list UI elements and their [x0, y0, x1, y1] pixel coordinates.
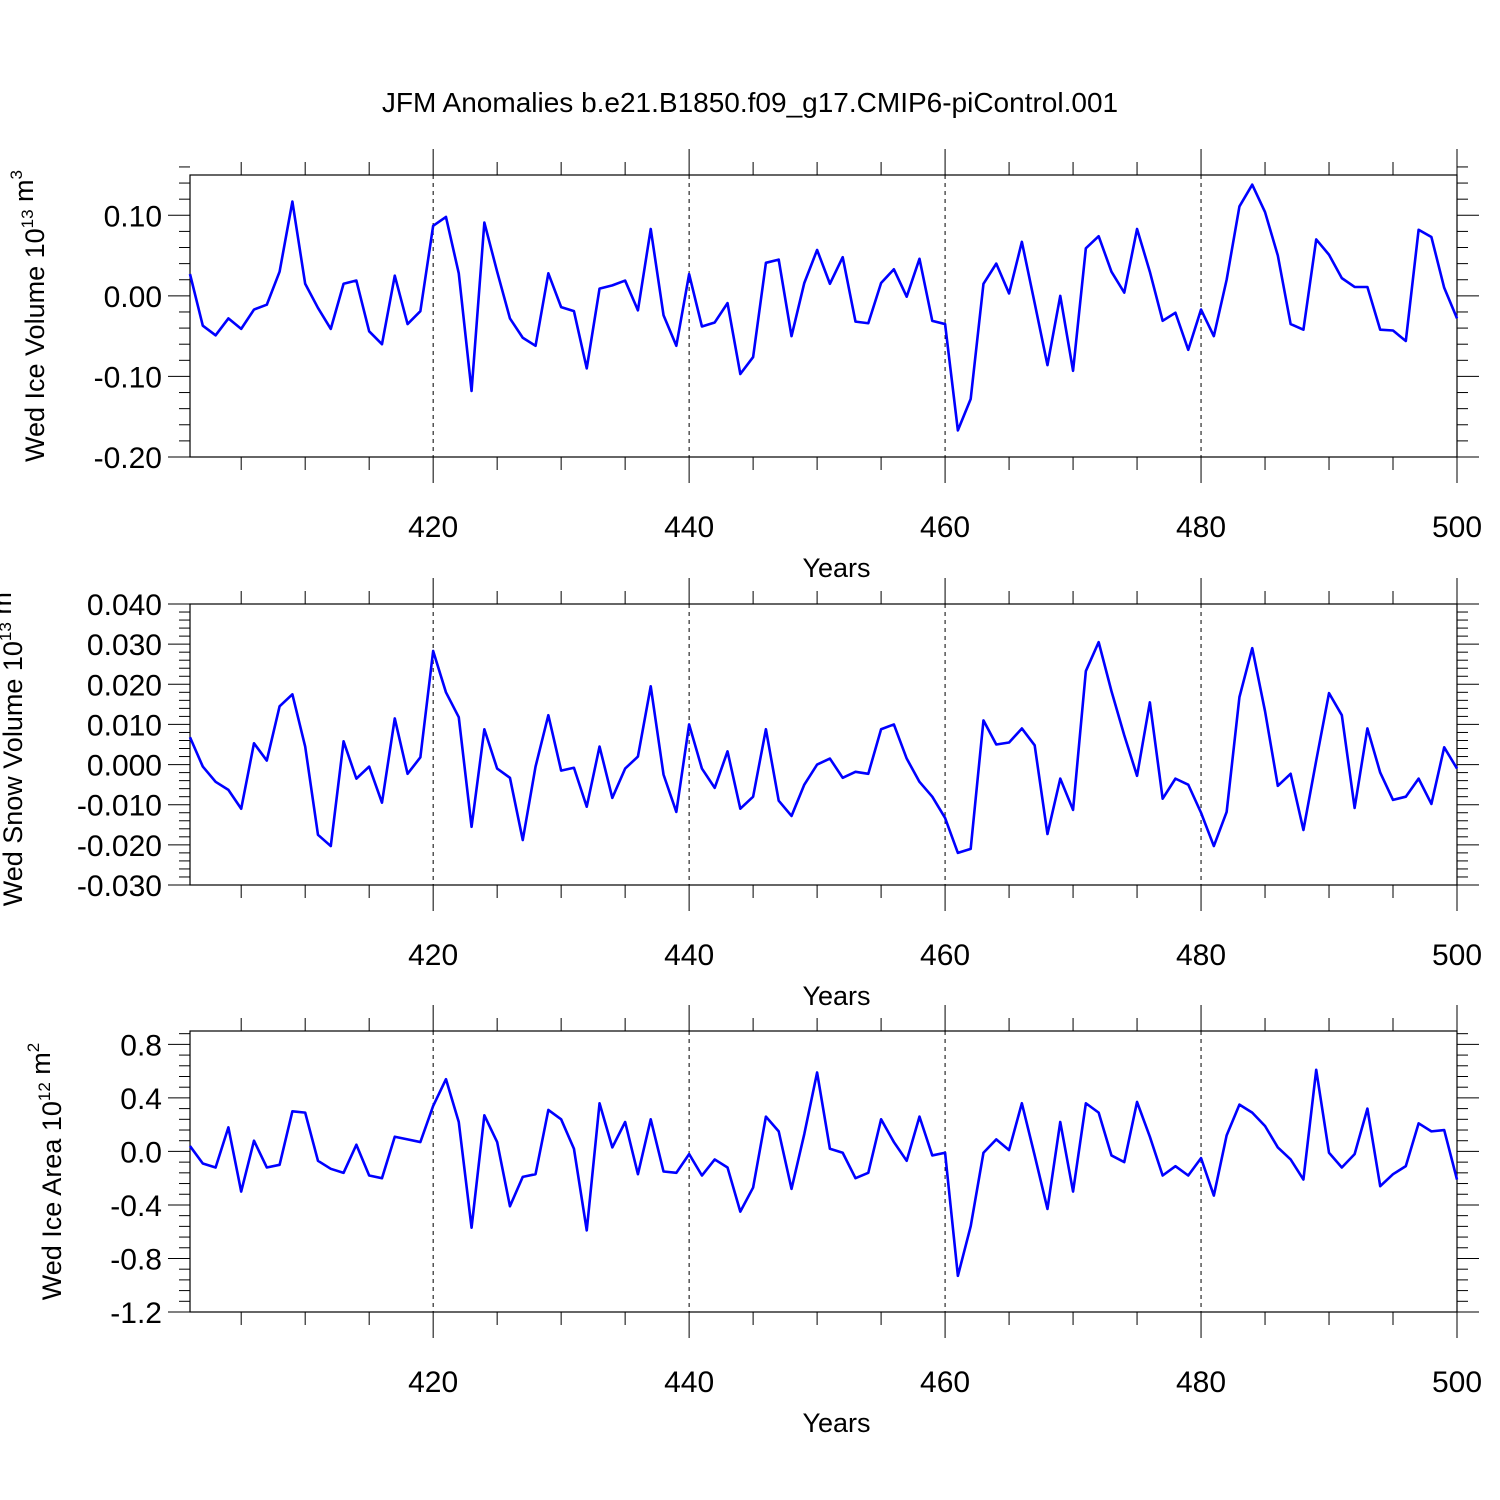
y-tick-label: -0.8 — [110, 1243, 162, 1276]
x-tick-label: 420 — [408, 1366, 458, 1399]
plot-frame — [189, 1030, 1458, 1313]
x-tick-label: 460 — [920, 511, 970, 544]
series-line — [188, 640, 1459, 855]
y-tick-label: -1.2 — [110, 1297, 162, 1330]
y-tick-label: 0.020 — [87, 669, 162, 702]
y-tick-label: 0.10 — [104, 200, 162, 233]
x-tick-label: 460 — [920, 1366, 970, 1399]
y-tick-label: -0.010 — [77, 790, 162, 823]
x-tick-label: 500 — [1432, 939, 1482, 972]
x-tick-label: 480 — [1176, 1366, 1226, 1399]
y-tick-label: 0.4 — [120, 1083, 162, 1116]
panel-3: -1.2 -0.8 -0.4 0.0 0.4 0.8 420 440 460 480 500 Year… — [24, 1005, 1482, 1438]
x-tick-label: 440 — [664, 939, 714, 972]
series-line — [188, 1068, 1459, 1278]
figure-title: JFM Anomalies b.e21.B1850.f09_g17.CMIP6-… — [382, 87, 1118, 118]
x-axis-label: Years — [802, 981, 870, 1011]
y-tick-label: -0.020 — [77, 830, 162, 863]
y-tick-label: 0.040 — [87, 589, 162, 622]
y-axis-label: Wed Ice Volume 1013 m3 — [7, 170, 50, 462]
x-axis-label: Years — [802, 1408, 870, 1438]
y-tick-label: -0.030 — [77, 870, 162, 903]
y-tick-label: 0.000 — [87, 750, 162, 783]
x-tick-label: 500 — [1432, 1366, 1482, 1399]
y-tick-label: -0.20 — [94, 442, 162, 475]
y-tick-label: 0.030 — [87, 629, 162, 662]
y-axis-label: Wed Snow Volume 1013 m3 — [0, 583, 28, 907]
x-tick-label: 500 — [1432, 511, 1482, 544]
x-tick-label: 440 — [664, 511, 714, 544]
x-tick-label: 420 — [408, 939, 458, 972]
panel-1: -0.20 -0.10 0.00 0.10 420 440 460 480 500 Years We… — [7, 149, 1482, 583]
x-tick-label: 420 — [408, 511, 458, 544]
x-tick-label: 460 — [920, 939, 970, 972]
x-axis-label: Years — [802, 553, 870, 583]
series-line — [188, 183, 1459, 432]
y-tick-label: 0.0 — [120, 1136, 162, 1169]
y-axis-label: Wed Ice Area 1012 m2 — [24, 1043, 67, 1301]
y-tick-label: -0.4 — [110, 1190, 162, 1223]
x-tick-label: 480 — [1176, 939, 1226, 972]
y-tick-label: -0.10 — [94, 361, 162, 394]
plot-frame — [189, 603, 1458, 886]
panel-2: -0.030 -0.020 -0.010 0.000 0.010 0.020 0.030 0.… — [0, 578, 1482, 1011]
y-tick-label: 0.8 — [120, 1029, 162, 1062]
panels: -0.20 -0.10 0.00 0.10 420 440 460 480 500 Years We… — [0, 149, 1482, 1438]
x-tick-label: 480 — [1176, 511, 1226, 544]
y-tick-label: 0.00 — [104, 281, 162, 314]
y-tick-label: 0.010 — [87, 709, 162, 742]
x-tick-label: 440 — [664, 1366, 714, 1399]
